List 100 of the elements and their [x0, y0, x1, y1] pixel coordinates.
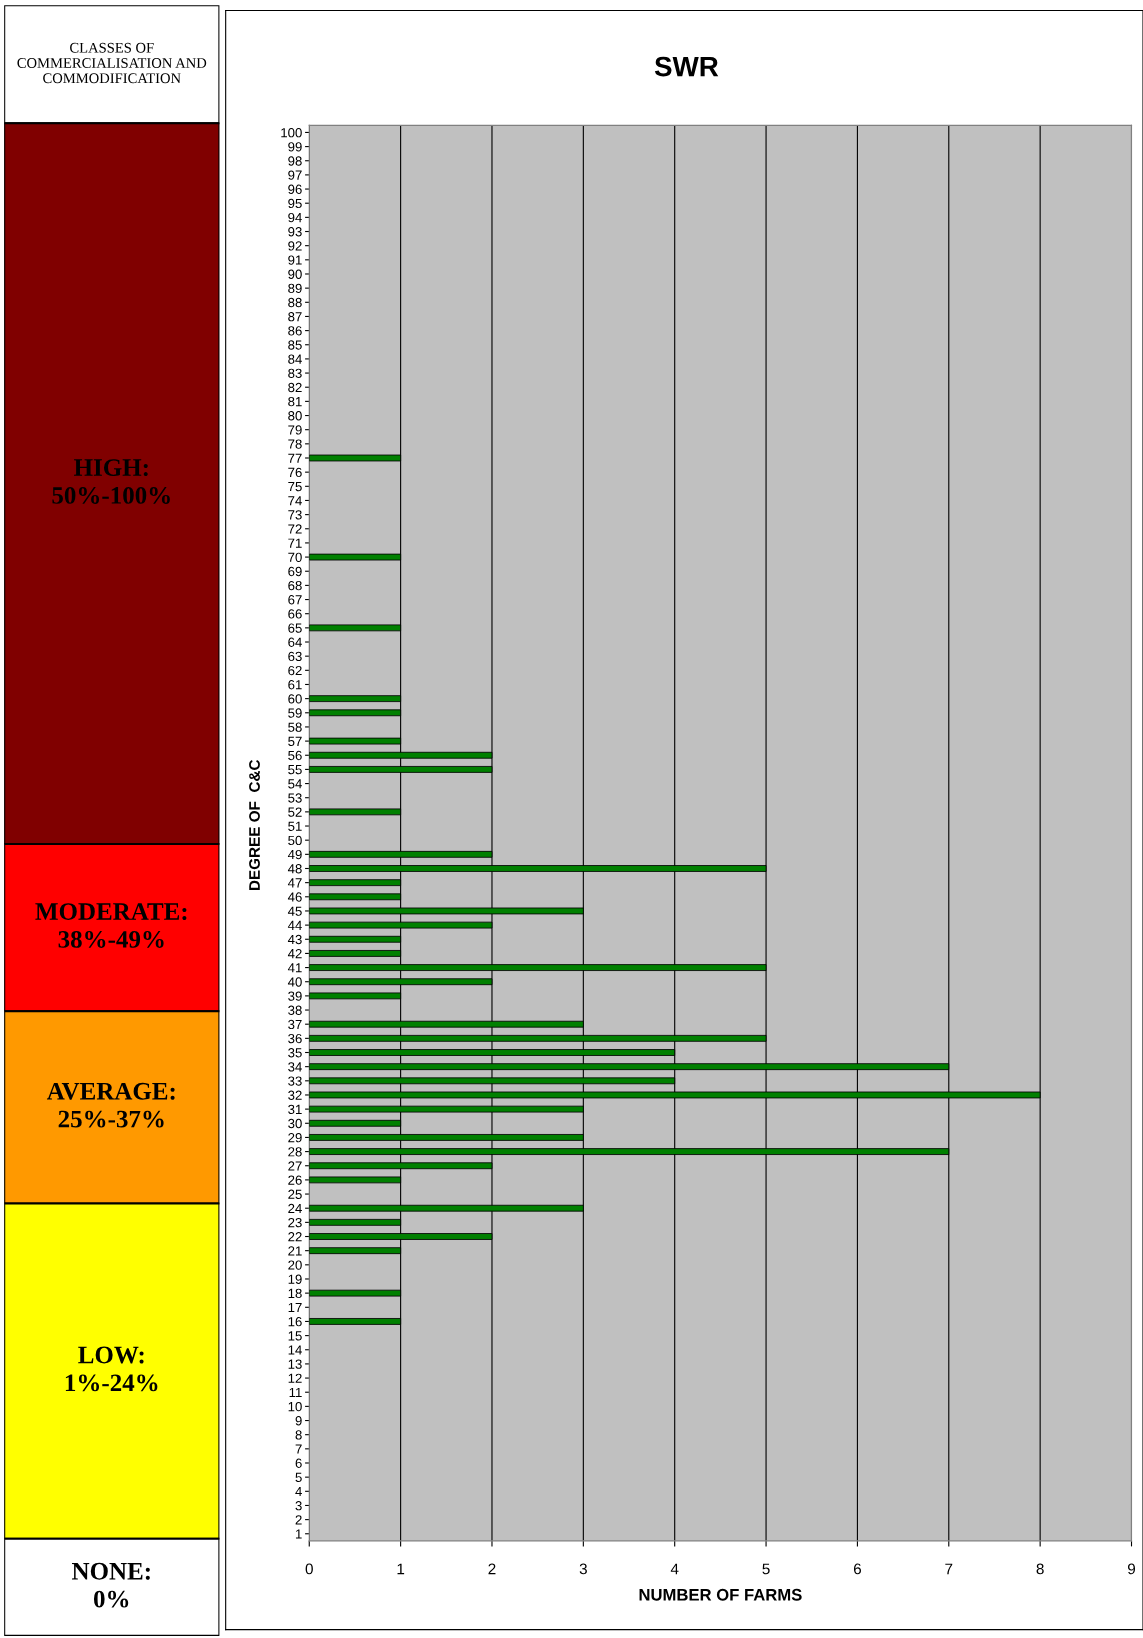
- y-tick-label: 60: [288, 694, 302, 704]
- y-tick-label: 55: [288, 765, 302, 775]
- y-tick-label: 9: [295, 1416, 302, 1426]
- x-tick-label: 8: [1036, 1563, 1044, 1575]
- y-tick-label: 36: [288, 1033, 302, 1044]
- y-tick-label: 8: [295, 1430, 302, 1440]
- y-tick-label: 72: [288, 524, 302, 534]
- y-tick-label: 19: [288, 1274, 302, 1284]
- y-tick-label: 73: [288, 510, 302, 520]
- y-tick-label: 34: [288, 1062, 302, 1072]
- y-tick-label: 2: [295, 1515, 302, 1525]
- y-tick-label: 84: [288, 354, 302, 364]
- y-tick-label: 23: [288, 1217, 302, 1228]
- y-tick-label: 7: [295, 1444, 302, 1454]
- category-label: NONE: 0%: [71, 1562, 150, 1608]
- y-tick-label: 56: [288, 750, 302, 761]
- y-tick-label: 38: [288, 1005, 302, 1015]
- y-tick-label: 83: [288, 368, 302, 378]
- y-tick-label: 11: [289, 1387, 302, 1397]
- y-tick-label: 6: [295, 1458, 302, 1468]
- y-tick-label: 50: [288, 835, 302, 846]
- y-tick-label: 42: [287, 948, 302, 959]
- x-tick-label: 6: [853, 1563, 861, 1575]
- y-tick-label: 94: [288, 212, 302, 223]
- y-tick-label: 43: [287, 934, 302, 945]
- y-tick-label: 49: [287, 849, 302, 860]
- y-tick-label: 47: [287, 878, 302, 888]
- x-tick-label: 9: [1127, 1563, 1136, 1575]
- y-tick-label: 69: [288, 566, 302, 577]
- y-tick-label: 28: [288, 1147, 302, 1157]
- y-tick-label: 51: [288, 821, 302, 831]
- x-axis-title: NUMBER OF FARMS: [639, 1588, 802, 1601]
- y-tick-label: 22: [288, 1232, 302, 1242]
- y-tick-label: 52: [288, 807, 302, 817]
- y-tick-label: 20: [288, 1260, 302, 1270]
- y-tick-label: 64: [288, 637, 302, 647]
- x-tick-label: 4: [670, 1563, 679, 1575]
- y-tick-label: 30: [288, 1118, 302, 1129]
- y-tick-label: 44: [287, 920, 302, 930]
- x-tick-label: 1: [397, 1563, 405, 1575]
- category-label: HIGH: 50%-100%: [52, 459, 170, 504]
- chart-title: SWR: [654, 56, 719, 77]
- y-tick-label: 62: [288, 665, 302, 676]
- y-tick-label: 25: [288, 1189, 302, 1199]
- y-tick-label: 39: [288, 991, 302, 1001]
- y-axis-title: DEGREE OF C&C: [249, 759, 260, 891]
- y-tick-label: 3: [295, 1501, 302, 1511]
- y-tick-label: 81: [288, 396, 302, 407]
- y-tick-label: 26: [288, 1175, 302, 1185]
- y-tick-label: 17: [288, 1303, 302, 1313]
- text: CLASSES OF COMMERCIALISATION AND COMMODIFICATION: [17, 42, 207, 84]
- y-tick-label: 68: [288, 580, 302, 591]
- y-tick-label: 80: [288, 411, 302, 421]
- x-tick-label: 5: [762, 1563, 770, 1575]
- y-tick-label: 98: [288, 156, 302, 166]
- y-tick-label: 13: [288, 1359, 302, 1369]
- y-tick-label: 24: [288, 1203, 302, 1213]
- y-tick-label: 65: [288, 623, 302, 633]
- x-tick-label: 3: [579, 1563, 587, 1575]
- y-tick-label: 70: [288, 552, 302, 562]
- y-tick-label: 58: [288, 722, 302, 732]
- y-tick-label: 31: [288, 1104, 302, 1115]
- y-tick-label: 92: [288, 241, 302, 251]
- y-tick-label: 35: [288, 1048, 302, 1058]
- y-tick-label: 78: [288, 439, 302, 449]
- y-tick-label: 87: [288, 312, 302, 322]
- y-tick-label: 82: [288, 382, 302, 393]
- y-tick-label: 85: [288, 340, 302, 350]
- y-tick-label: 96: [288, 184, 302, 194]
- y-tick-label: 89: [288, 283, 302, 294]
- y-tick-label: 57: [288, 736, 302, 747]
- category-label: AVERAGE: 25%-37%: [46, 1082, 175, 1128]
- y-tick-label: 29: [288, 1133, 302, 1143]
- y-tick-label: 15: [288, 1331, 302, 1341]
- y-tick-label: 53: [288, 793, 302, 803]
- y-tick-label: 79: [288, 425, 302, 435]
- y-tick-label: 12: [288, 1373, 302, 1383]
- y-tick-label: 74: [288, 496, 302, 506]
- y-tick-label: 14: [288, 1345, 302, 1355]
- y-tick-label: 100: [281, 128, 302, 138]
- y-tick-label: 67: [288, 595, 302, 605]
- y-tick-label: 88: [288, 297, 302, 308]
- y-tick-label: 93: [288, 227, 302, 237]
- y-tick-label: 45: [287, 906, 302, 916]
- y-tick-label: 41: [287, 963, 302, 973]
- y-tick-label: 86: [288, 326, 302, 336]
- x-tick-label: 2: [488, 1563, 496, 1575]
- x-tick-label: 0: [305, 1563, 313, 1575]
- y-tick-label: 4: [295, 1487, 302, 1497]
- y-tick-label: 76: [288, 467, 302, 478]
- y-tick-label: 77: [288, 453, 302, 463]
- y-tick-label: 27: [288, 1161, 302, 1171]
- y-tick-label: 97: [288, 170, 302, 180]
- y-tick-label: 75: [288, 482, 302, 492]
- y-tick-label: 95: [288, 198, 302, 209]
- y-tick-label: 66: [288, 609, 302, 619]
- y-tick-label: 59: [288, 708, 302, 718]
- y-tick-label: 61: [288, 680, 302, 690]
- y-tick-label: 63: [288, 651, 302, 662]
- y-tick-label: 33: [288, 1076, 302, 1086]
